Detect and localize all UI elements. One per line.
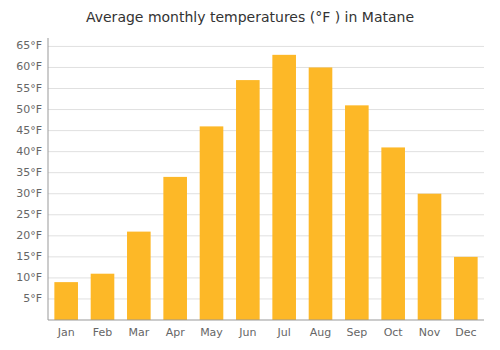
y-tick-label: 55°F <box>16 82 42 95</box>
x-tick-label: May <box>200 326 223 339</box>
bar <box>200 126 224 320</box>
x-tick-label: Apr <box>166 326 186 339</box>
y-tick-label: 30°F <box>16 187 42 200</box>
y-tick-label: 60°F <box>16 60 42 73</box>
bar <box>454 257 478 320</box>
x-tick-label: Jul <box>277 326 291 339</box>
chart-container: 5°F 10°F 15°F 20°F 25°F 30°F 35°F 40°F 45°F 50°F 5… <box>0 0 500 350</box>
y-tick-label: 40°F <box>16 145 42 158</box>
x-tick-label: Mar <box>128 326 149 339</box>
bar <box>272 55 296 320</box>
bars <box>54 55 477 320</box>
x-tick-label: Feb <box>93 326 112 339</box>
grid-line <box>48 151 484 152</box>
x-tick-label: Dec <box>455 326 476 339</box>
y-tick-label: 65°F <box>16 39 42 52</box>
bar <box>418 194 442 320</box>
x-tick-label: Jun <box>238 326 256 339</box>
grid-line <box>48 67 484 68</box>
grid-line <box>48 88 484 89</box>
grid-line <box>48 46 484 47</box>
bar <box>309 67 333 320</box>
bar <box>91 274 115 320</box>
x-tick-label: Oct <box>384 326 404 339</box>
x-axis-line <box>48 320 484 321</box>
x-tick-label: Nov <box>419 326 441 339</box>
bar <box>54 282 78 320</box>
title: Average monthly temperatures (°F ) in Ma… <box>86 9 414 25</box>
y-tick-label: 50°F <box>16 103 42 116</box>
y-tick-label: 35°F <box>16 166 42 179</box>
y-tick-label: 15°F <box>16 250 42 263</box>
bar <box>381 147 405 320</box>
y-tick-label: 20°F <box>16 229 42 242</box>
bar <box>345 105 369 320</box>
x-tick-label: Jan <box>57 326 75 339</box>
grid-line <box>48 109 484 110</box>
y-tick-label: 10°F <box>16 271 42 284</box>
x-axis: Jan Feb Mar Apr May Jun Jul Aug Sep Oct Nov Dec <box>57 326 477 339</box>
x-tick-label: Sep <box>346 326 367 339</box>
grid-line <box>48 130 484 131</box>
y-axis: 5°F 10°F 15°F 20°F 25°F 30°F 35°F 40°F 45°F 50°F 5… <box>16 39 42 305</box>
x-tick-label: Aug <box>310 326 331 339</box>
grid-line <box>48 172 484 173</box>
bar <box>236 80 260 320</box>
bar <box>163 177 187 320</box>
y-tick-label: 5°F <box>23 292 42 305</box>
bar <box>127 232 151 320</box>
chart: 5°F 10°F 15°F 20°F 25°F 30°F 35°F 40°F 45°F 50°F 5… <box>0 0 500 350</box>
y-tick-label: 45°F <box>16 124 42 137</box>
y-axis-line <box>48 38 49 320</box>
y-tick-label: 25°F <box>16 208 42 221</box>
